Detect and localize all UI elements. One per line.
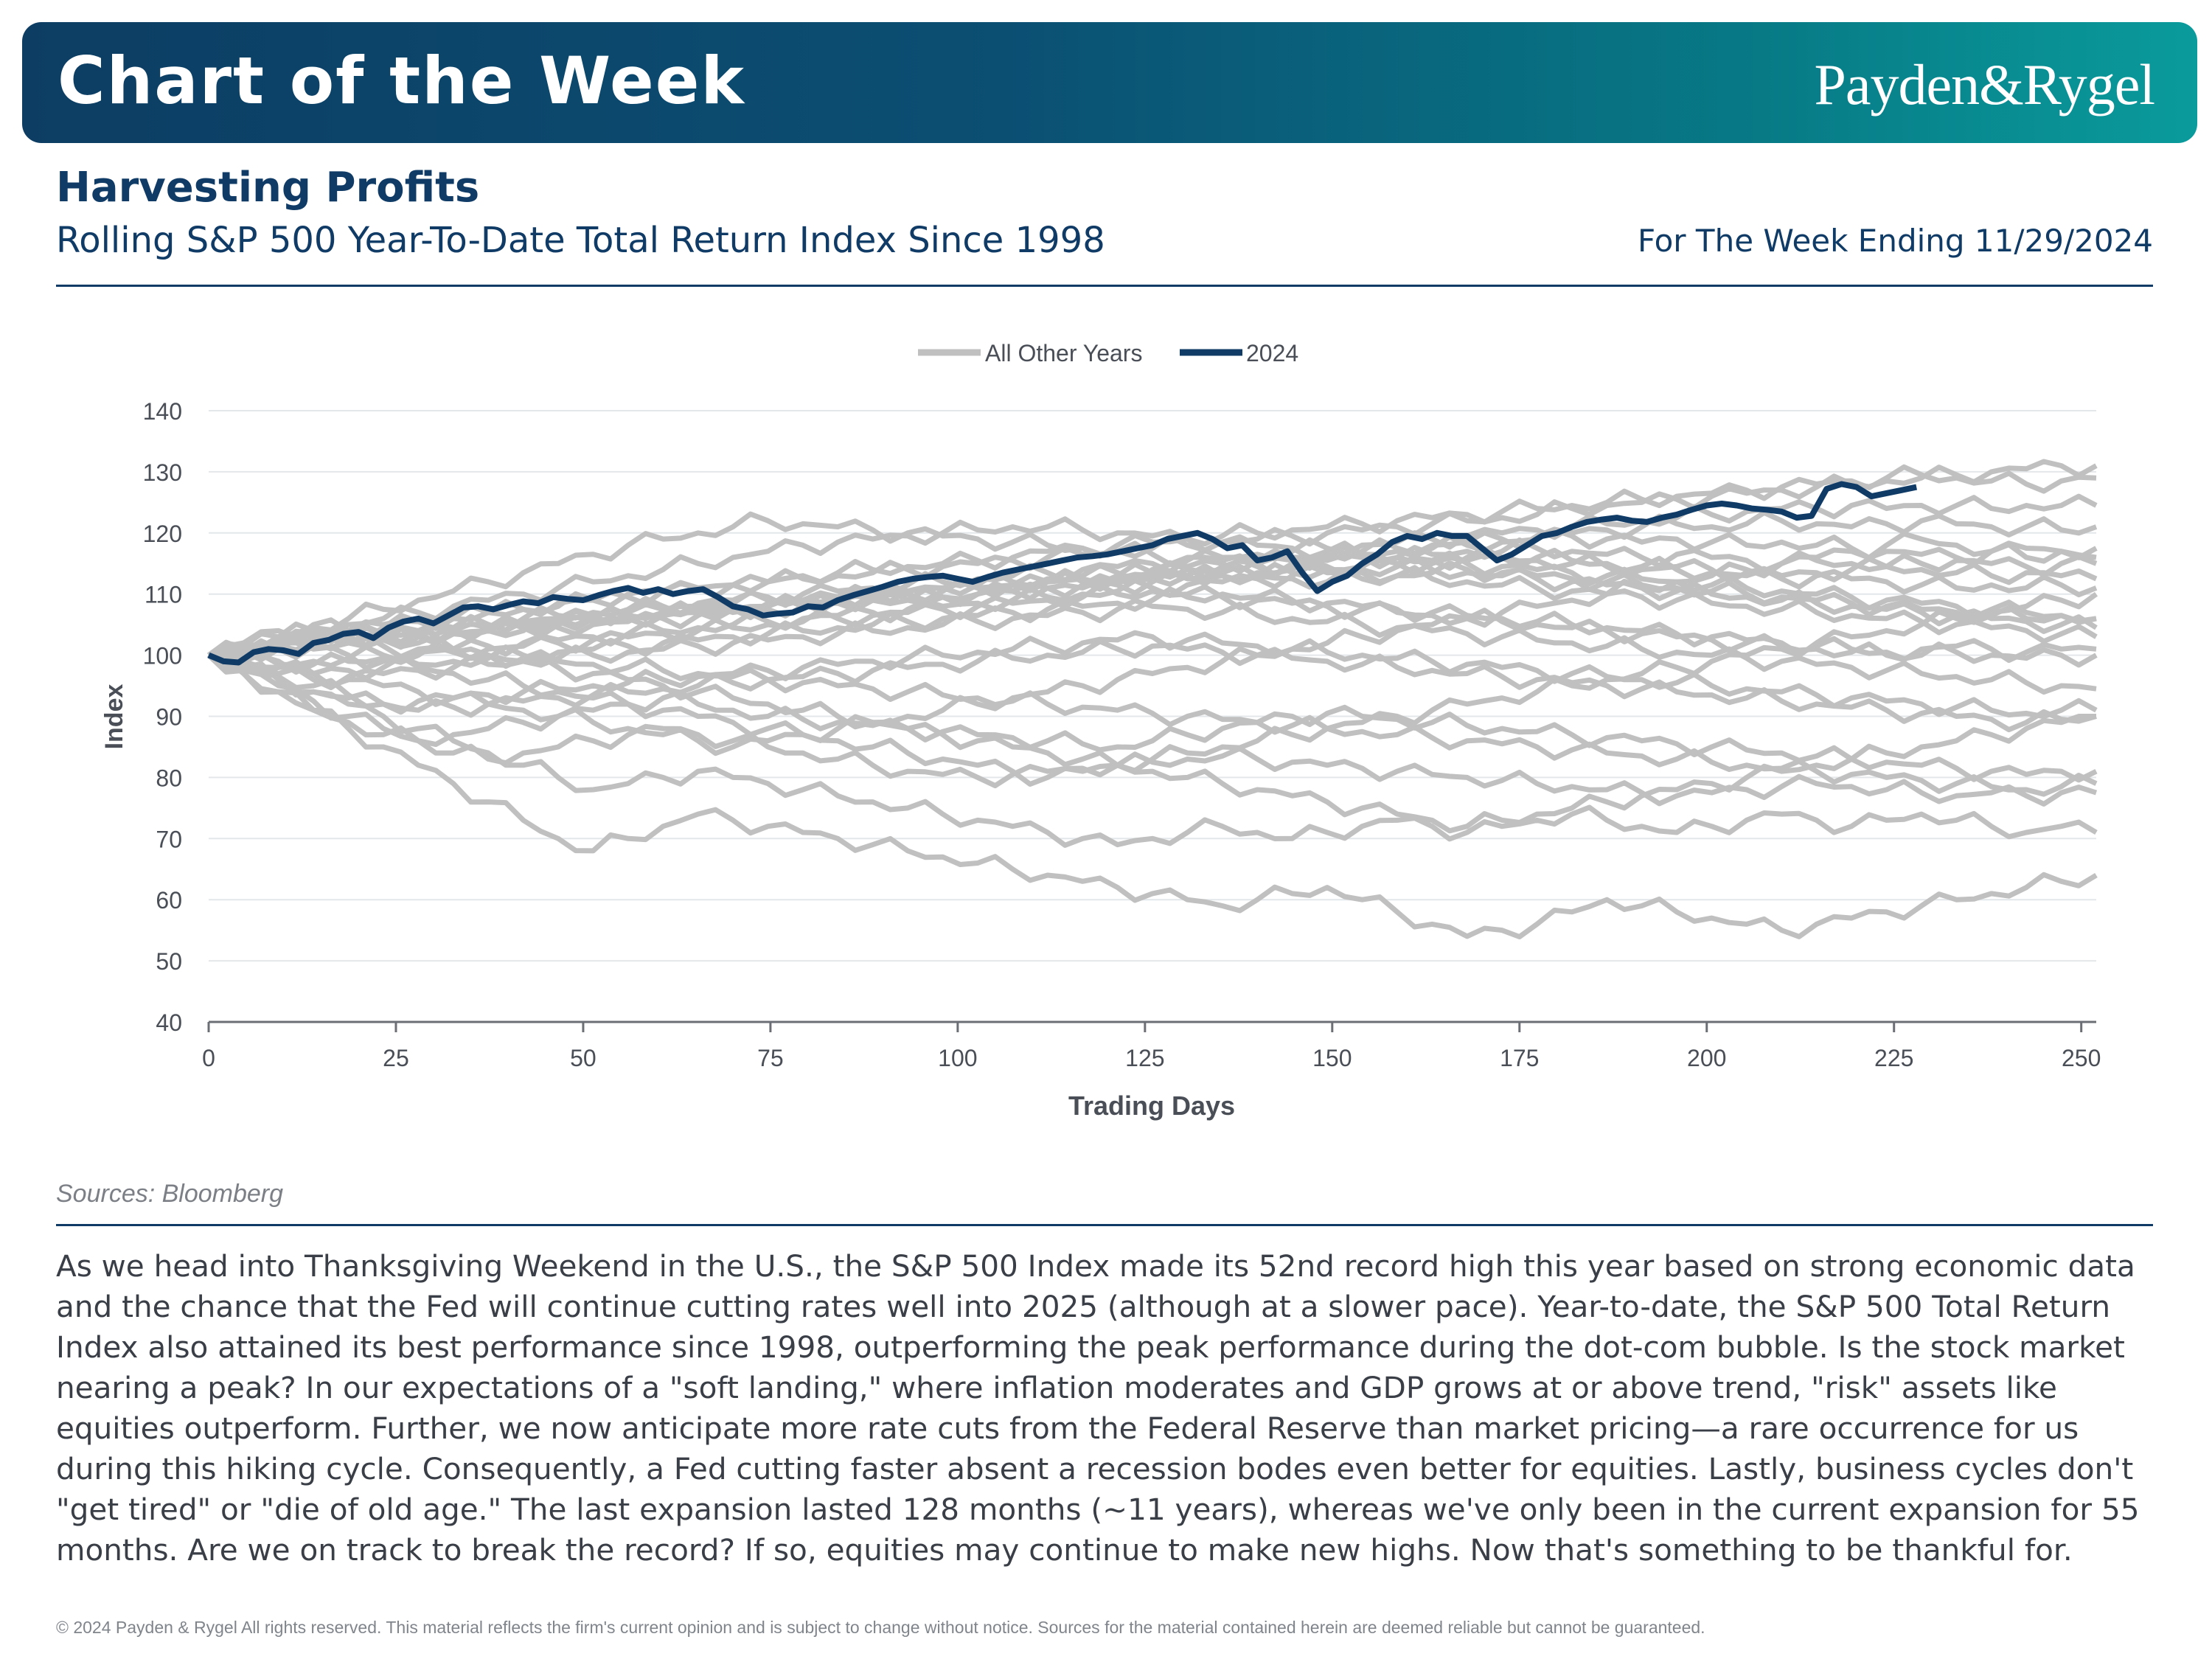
y-axis-title: Index: [100, 684, 128, 750]
sources-note: Sources: Bloomberg: [56, 1180, 284, 1208]
other-year-series: [208, 586, 2098, 681]
x-tick-label: 175: [1500, 1045, 1539, 1071]
other-year-series: [206, 555, 2098, 670]
other-year-series: [208, 546, 2098, 660]
header-banner: Chart of the Week Payden&Rygel: [22, 22, 2197, 143]
other-year-series: [207, 617, 2096, 834]
line-chart: All Other Years 2024 40 50 60 70 80 90 100 110 1…: [100, 340, 2101, 1121]
x-tick-label: 25: [383, 1045, 409, 1071]
other-year-series: [208, 583, 2097, 675]
axes: 40 50 60 70 80 90 100 110 120 130 140 0 25 50 75 100 125…: [143, 398, 2101, 1071]
commentary-text: As we head into Thanksgiving Weekend in …: [56, 1248, 2140, 1568]
y-tick-label: 140: [143, 398, 182, 425]
other-year-series: [207, 531, 2097, 757]
other-year-series: [206, 630, 2098, 720]
x-tick-label: 225: [1874, 1045, 1913, 1071]
other-year-series: [207, 633, 2098, 797]
x-tick-label: 250: [2062, 1045, 2101, 1071]
y-tick-label: 80: [156, 765, 182, 791]
header-divider: [56, 285, 2153, 287]
sources-divider: [56, 1224, 2153, 1226]
x-tick-label: 75: [757, 1045, 784, 1071]
week-ending-date: For The Week Ending 11/29/2024: [1637, 223, 2153, 259]
other-year-series: [208, 652, 2098, 939]
x-tick-label: 200: [1687, 1045, 1726, 1071]
y-tick-label: 100: [143, 643, 182, 669]
other-year-series: [208, 511, 2098, 663]
x-axis-title: Trading Days: [1068, 1091, 1235, 1121]
chart-legend: All Other Years 2024: [918, 340, 1298, 366]
footer-disclaimer: © 2024 Payden & Rygel All rights reserve…: [56, 1618, 1705, 1637]
brand-logo: Payden&Rygel: [1814, 52, 2155, 116]
x-tick-label: 0: [202, 1045, 215, 1071]
y-tick-label: 110: [145, 582, 182, 608]
x-tick-label: 125: [1125, 1045, 1164, 1071]
x-tick-label: 150: [1312, 1045, 1352, 1071]
y-tick-label: 70: [156, 826, 182, 852]
gridlines: [209, 410, 2096, 962]
other-year-series: [206, 653, 2098, 807]
chart-heading: Harvesting Profits: [56, 164, 480, 212]
y-tick-label: 130: [143, 459, 182, 486]
y-tick-label: 50: [156, 948, 182, 975]
y-tick-label: 60: [156, 887, 182, 914]
banner-title: Chart of the Week: [58, 43, 745, 119]
other-year-series: [208, 493, 2098, 662]
other-year-series: [208, 653, 2098, 783]
other-year-series: [208, 560, 2097, 659]
chart-subheading: Rolling S&P 500 Year-To-Date Total Retur…: [56, 220, 1105, 261]
x-tick-label: 50: [570, 1045, 597, 1071]
other-year-series: [207, 591, 2098, 787]
x-tick-label: 100: [938, 1045, 977, 1071]
y-tick-label: 90: [156, 704, 182, 731]
y-tick-label: 40: [156, 1009, 182, 1036]
series-2024-path: [207, 481, 1918, 666]
series-2024-line: [207, 481, 1918, 666]
other-year-series: [207, 653, 2098, 848]
legend-label-2024: 2024: [1246, 340, 1298, 366]
other-year-series: [208, 639, 2097, 733]
y-tick-label: 120: [143, 521, 182, 547]
other-year-series: [207, 516, 2097, 658]
legend-label-other-years: All Other Years: [985, 340, 1142, 366]
